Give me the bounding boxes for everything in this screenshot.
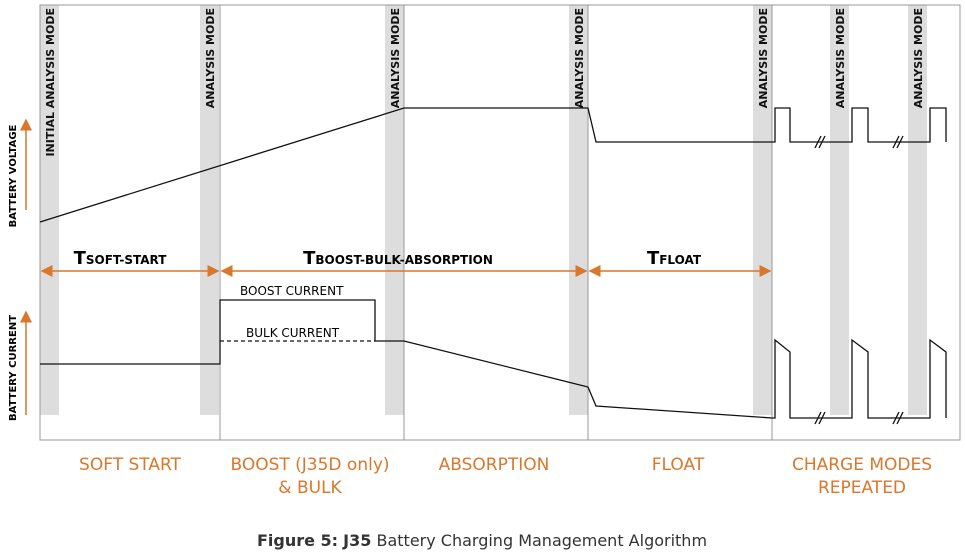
duration-symbol: T	[647, 248, 660, 269]
boost-label: BOOST CURRENT	[240, 284, 344, 298]
analysis-strip	[908, 5, 927, 415]
duration-label: TFLOAT	[647, 248, 702, 269]
duration-subscript: BOOST-BULK-ABSORPTION	[315, 253, 493, 267]
phase-dividers	[219, 5, 773, 440]
mode-label: ANALYSIS MODE	[204, 8, 217, 108]
bulk-label: BULK CURRENT	[246, 326, 340, 340]
mode-label: ANALYSIS MODE	[573, 8, 586, 108]
voltage-trace	[39, 107, 947, 223]
phase-label: & BULK	[278, 478, 342, 498]
mode-label: ANALYSIS MODE	[757, 8, 770, 108]
mode-label: ANALYSIS MODE	[389, 8, 402, 108]
current-trace	[40, 299, 947, 425]
phase-label: REPEATED	[818, 478, 906, 498]
analysis-strip	[830, 5, 849, 415]
axis-label: BATTERY CURRENT	[8, 315, 19, 421]
phase-label: CHARGE MODES	[792, 455, 932, 475]
mode-label: ANALYSIS MODE	[834, 8, 847, 108]
axis-label: BATTERY VOLTAGE	[8, 124, 19, 227]
mode-label: INITIAL ANALYSIS MODE	[44, 8, 57, 157]
duration-subscript: FLOAT	[659, 253, 702, 267]
analysis-strip	[753, 5, 772, 415]
duration-subscript: SOFT-START	[86, 253, 167, 267]
caption-label: Figure 5:	[257, 531, 338, 550]
analysis-strip	[200, 5, 219, 415]
phase-label: SOFT START	[79, 455, 181, 475]
duration-symbol: T	[74, 248, 87, 269]
duration-symbol: T	[303, 248, 316, 269]
phase-label: ABSORPTION	[439, 455, 550, 475]
frame	[39, 4, 961, 441]
duration-label: TBOOST-BULK-ABSORPTION	[303, 248, 493, 269]
caption-product: J35	[342, 531, 371, 550]
phase-label: FLOAT	[652, 455, 705, 475]
analysis-strip	[40, 5, 59, 415]
caption: Figure 5: J35 Battery Charging Managemen…	[257, 531, 707, 550]
duration-label: TSOFT-START	[74, 248, 168, 269]
analysis-strip	[385, 5, 404, 415]
phase-label: BOOST (J35D only)	[230, 455, 389, 475]
mode-label: ANALYSIS MODE	[912, 8, 925, 108]
caption-text: Battery Charging Management Algorithm	[376, 531, 707, 550]
